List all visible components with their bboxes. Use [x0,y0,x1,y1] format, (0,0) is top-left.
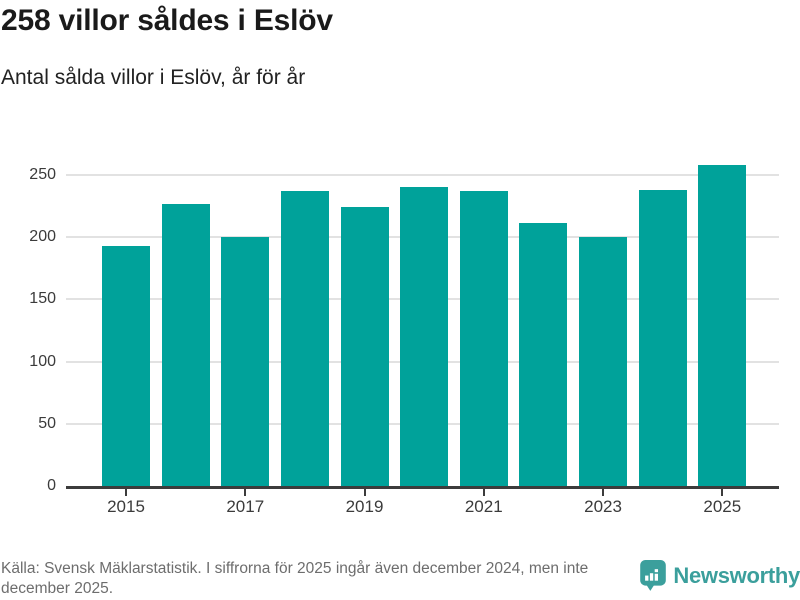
newsworthy-logo-text: Newsworthy [673,563,800,588]
x-tick-2021 [482,489,485,496]
bar-2024 [638,189,687,486]
gridline-250 [66,173,779,176]
newsworthy-logo: Newsworthy [640,560,800,592]
bar-2023 [579,237,628,486]
bar-2016 [161,203,210,486]
y-tick-label-200: 200 [29,228,56,246]
x-tick-2019 [363,489,366,496]
x-tick-label-2015: 2015 [107,497,145,516]
chart-title: 258 villor såldes i Eslöv [1,4,333,37]
bar-2018 [280,191,329,486]
chart-subtitle: Antal sålda villor i Eslöv, år för år [1,66,306,89]
x-tick-2015 [125,489,127,496]
x-tick-2025 [721,489,724,496]
bar-2015 [102,245,150,486]
bar-chart: 0 50 100 150 200 250 2015 2017 2019 2021 2023 2025 [29,160,779,516]
bar-2019 [340,207,389,486]
y-tick-label-250: 250 [29,165,56,183]
y-tick-label-50: 50 [38,414,56,432]
y-tick-label-150: 150 [29,290,56,308]
footer: Källa: Svensk Mäklarstatistik. I siffror… [0,558,800,600]
bar-2020 [400,187,449,486]
newsworthy-logo-icon [640,560,667,591]
x-tick-label-2019: 2019 [345,497,384,516]
x-tick-2023 [602,489,605,496]
bar-2025 [698,164,747,486]
x-axis-line [66,486,779,489]
bar-2017 [221,237,270,486]
source-attribution: Källa: Svensk Mäklarstatistik. I siffror… [1,560,589,597]
plot-area [66,160,779,496]
x-tick-label-2017: 2017 [226,497,265,516]
x-tick-2017 [244,489,247,496]
bar-2021 [459,191,508,486]
y-tick-label-0: 0 [47,477,56,494]
bar-2022 [519,223,568,486]
y-tick-label-100: 100 [29,352,56,370]
x-tick-label-2023: 2023 [584,497,622,516]
x-tick-label-2025: 2025 [703,497,742,516]
x-tick-label-2021: 2021 [464,497,503,516]
